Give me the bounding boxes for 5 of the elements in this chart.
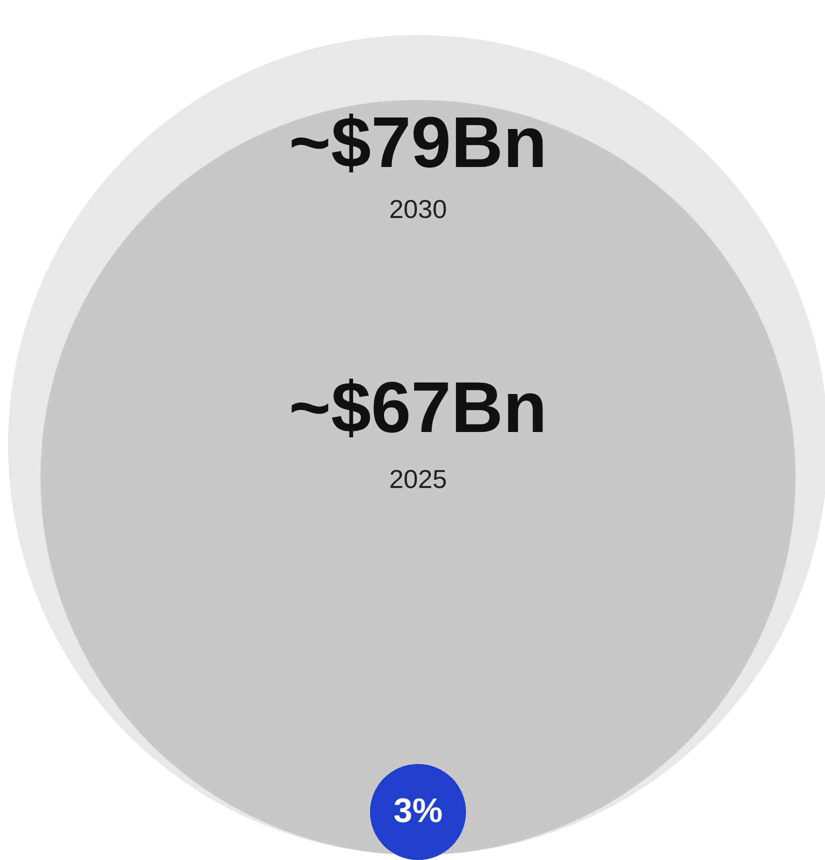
category-label: 2030 — [389, 194, 447, 224]
data-label: ~$67Bn — [288, 368, 548, 448]
category-label: 2025 — [389, 464, 447, 494]
text: 3% — [393, 792, 443, 830]
data-label: ~$79Bn — [288, 103, 548, 183]
